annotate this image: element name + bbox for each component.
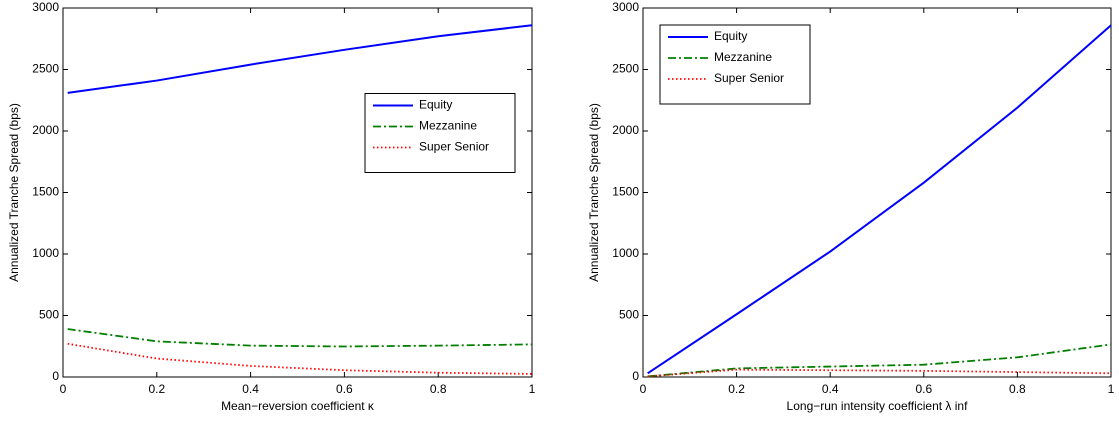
x-tick-label: 0.6 <box>915 382 932 396</box>
y-tick-label: 1000 <box>32 246 59 260</box>
y-tick-label: 500 <box>39 308 59 322</box>
legend-box <box>659 24 811 105</box>
legend-label: Mezzanine <box>419 119 477 133</box>
y-tick-label: 0 <box>632 369 639 383</box>
x-tick-label: 0 <box>60 382 67 396</box>
x-axis-label: Mean−reversion coefficient κ <box>221 399 375 413</box>
legend: Equity Mezzanine Super Senior <box>659 24 811 105</box>
legend-box <box>364 93 516 173</box>
y-tick-label: 3000 <box>612 0 639 14</box>
series-line <box>67 24 533 94</box>
y-tick-label: 500 <box>619 308 639 322</box>
y-tick-label: 1500 <box>32 185 59 199</box>
legend-label: Super Senior <box>714 71 784 85</box>
y-tick-label: 2000 <box>32 123 59 137</box>
x-tick-label: 0.6 <box>336 382 353 396</box>
chart: 0 500 1000 1500 2000 2500 3000 0 0.2 0.4 0.6 0.8 1 Me… <box>7 0 535 413</box>
legend-label: Equity <box>419 98 452 112</box>
x-tick-label: 0.2 <box>148 382 165 396</box>
series-line <box>647 343 1112 378</box>
y-tick-label: 1500 <box>612 185 639 199</box>
y-tick-label: 2500 <box>32 62 59 76</box>
x-tick-label: 1 <box>1108 382 1115 396</box>
x-tick-label: 0 <box>640 382 647 396</box>
y-tick-label: 2500 <box>612 62 639 76</box>
series-line <box>67 328 533 348</box>
chart: 0 500 1000 1500 2000 2500 3000 0 0.2 0.4 0.6 0.8 1 Lo… <box>587 0 1114 413</box>
y-tick-label: 2000 <box>612 123 639 137</box>
x-tick-label: 0.4 <box>822 382 839 396</box>
x-tick-label: 0.8 <box>1009 382 1026 396</box>
x-axis-label: Long−run intensity coefficient λ inf <box>787 399 969 413</box>
y-tick-label: 0 <box>52 369 59 383</box>
x-tick-label: 1 <box>529 382 536 396</box>
y-axis-label: Annualized Tranche Spread (bps) <box>7 103 21 282</box>
y-tick-label: 3000 <box>32 0 59 14</box>
legend: Equity Mezzanine Super Senior <box>364 93 516 173</box>
x-tick-label: 0.2 <box>728 382 745 396</box>
y-tick-label: 1000 <box>612 246 639 260</box>
legend-label: Mezzanine <box>714 50 772 64</box>
series-line <box>647 24 1112 375</box>
legend-label: Equity <box>714 29 747 43</box>
x-tick-label: 0.8 <box>430 382 447 396</box>
x-tick-label: 0.4 <box>242 382 259 396</box>
plot-area <box>62 7 533 378</box>
legend-label: Super Senior <box>419 140 489 154</box>
y-axis-label: Annualized Tranche Spread (bps) <box>587 103 601 282</box>
